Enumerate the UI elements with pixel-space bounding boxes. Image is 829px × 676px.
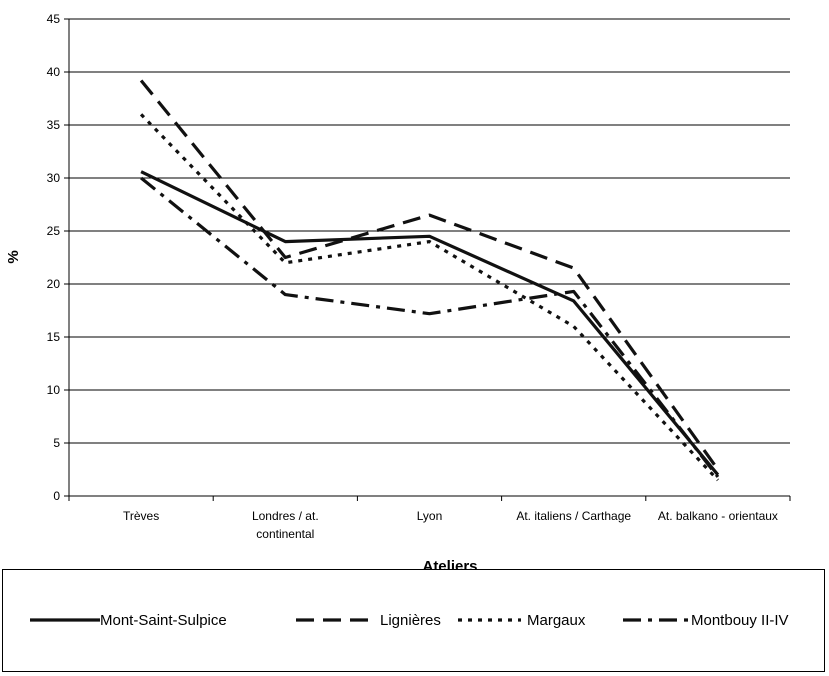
- x-tick-labels: Trèves Londres / at. continental Lyon At. it…: [123, 509, 778, 541]
- y-tick-label: 10: [47, 383, 61, 397]
- series-line: [140, 176, 720, 478]
- grid-lines: [64, 18, 790, 497]
- y-tick-labels: 0 5 10 15 20 25 30 35 40 45: [47, 12, 61, 503]
- legend-label: Lignières: [380, 612, 441, 629]
- x-tick-label: Trèves: [123, 509, 159, 523]
- y-axis-title: %: [5, 250, 22, 263]
- y-tick-label: 15: [47, 330, 61, 344]
- y-tick-label: 40: [47, 65, 61, 79]
- x-tick-label: Londres / at.: [252, 509, 319, 523]
- x-axis-title: Ateliers: [422, 558, 477, 570]
- legend: Mont-Saint-Sulpice Lignières Margaux Montbo…: [2, 569, 825, 672]
- line-chart: 0 5 10 15 20 25 30 35 40 45 Trèves Londres / at. co…: [5, 12, 791, 570]
- series-line: [139, 113, 720, 482]
- y-tick-label: 20: [47, 277, 61, 291]
- x-tick-label: continental: [256, 527, 314, 541]
- legend-label: Margaux: [527, 612, 586, 629]
- y-tick-label: 0: [53, 489, 60, 503]
- y-tick-label: 25: [47, 224, 61, 238]
- x-tick-label: At. italiens / Carthage: [516, 509, 631, 523]
- x-tick-label: Lyon: [417, 509, 443, 523]
- y-tick-label: 45: [47, 12, 61, 26]
- legend-label: Mont-Saint-Sulpice: [100, 612, 227, 629]
- series-line: [140, 170, 720, 476]
- legend-entries: Mont-Saint-Sulpice Lignières Margaux Montbo…: [30, 612, 789, 629]
- series-line: [139, 79, 720, 471]
- y-tick-label: 35: [47, 118, 61, 132]
- axes: [68, 19, 791, 501]
- legend-label: Montbouy II-IV: [691, 612, 789, 629]
- y-tick-label: 5: [53, 436, 60, 450]
- y-tick-label: 30: [47, 171, 61, 185]
- x-tick-label: At. balkano - orientaux: [658, 509, 778, 523]
- series-lines: [139, 79, 720, 482]
